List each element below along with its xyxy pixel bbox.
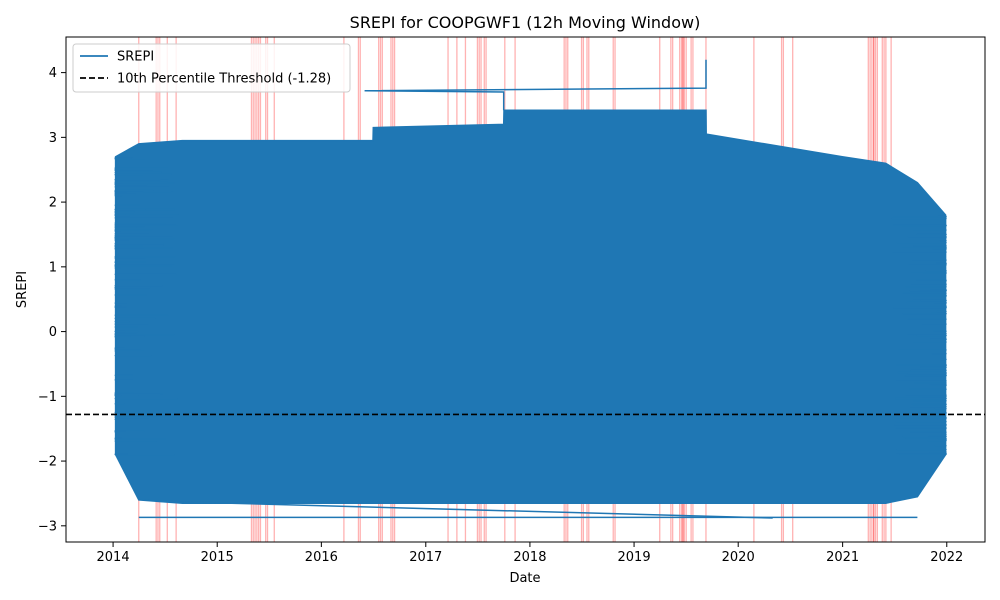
y-tick-label: −3: [38, 519, 57, 534]
y-axis-title: SREPI: [15, 271, 30, 308]
x-tick-label: 2022: [930, 550, 963, 565]
plot-frame: [65, 36, 986, 543]
srepi-series-band: [114, 109, 947, 504]
srepi-connecting-line: [364, 59, 707, 92]
x-tick-label: 2021: [826, 550, 859, 565]
y-tick-label: −2: [38, 455, 57, 470]
x-tick-label: 2017: [409, 550, 442, 565]
x-axis: 2014 2015 2016 2017 2018 2019 2020 2021 2022: [97, 542, 963, 565]
x-tick-label: 2014: [97, 550, 130, 565]
legend: SREPI 10th Percentile Threshold (-1.28): [72, 43, 351, 93]
x-tick-label: 2016: [305, 550, 338, 565]
x-tick-label: 2020: [722, 550, 755, 565]
x-tick-label: 2018: [513, 550, 546, 565]
y-axis: −3 −2 −1 0 1 2 3 4: [38, 66, 66, 534]
x-tick-label: 2015: [201, 550, 234, 565]
chart-title: SREPI for COOPGWF1 (12h Moving Window): [350, 13, 701, 32]
y-tick-label: 4: [49, 66, 57, 81]
srepi-connecting-line: [364, 89, 505, 111]
srepi-connecting-line: [156, 500, 773, 519]
y-tick-label: −1: [38, 390, 57, 405]
y-tick-label: 1: [49, 260, 57, 275]
x-tick-label: 2019: [618, 550, 651, 565]
y-tick-label: 0: [49, 325, 57, 340]
y-tick-label: 2: [49, 196, 57, 211]
y-tick-label: 3: [49, 131, 57, 146]
x-axis-title: Date: [509, 571, 540, 586]
legend-label: 10th Percentile Threshold (-1.28): [117, 72, 331, 87]
srepi-edge-strokes: [114, 157, 947, 456]
series-layer: [114, 59, 947, 519]
legend-label: SREPI: [117, 50, 154, 65]
legend-box: [72, 43, 351, 93]
